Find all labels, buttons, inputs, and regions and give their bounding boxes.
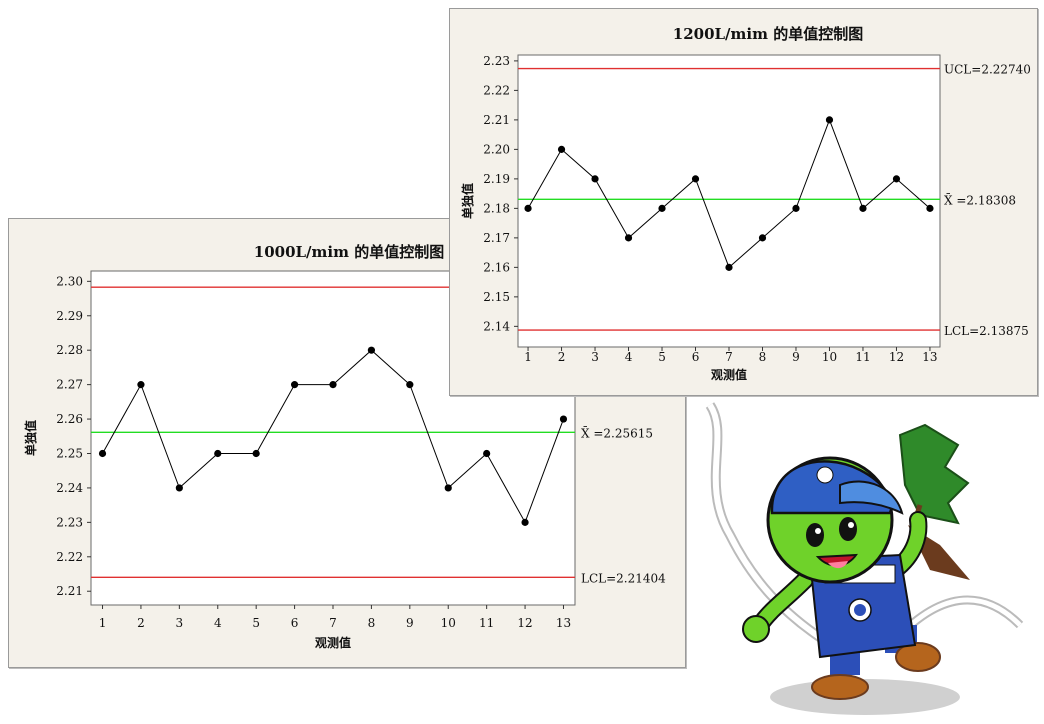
y-tick-label: 2.28: [56, 343, 83, 357]
data-point: [483, 449, 491, 458]
x-tick-label: 3: [176, 616, 184, 630]
control-chart-1200-svg: 1200L/mim 的单值控制图 2.14 2.15 2.16 2.17 2.18 2.19…: [460, 25, 1031, 382]
y-tick-label: 2.14: [483, 319, 510, 333]
data-point: [892, 175, 901, 183]
data-point: [758, 234, 767, 242]
data-point: [98, 449, 107, 458]
data-point: [926, 204, 934, 212]
control-chart-1200: 1200L/mim 的单值控制图 2.14 2.15 2.16 2.17 2.18 2.19…: [449, 8, 1038, 396]
data-point: [559, 415, 568, 423]
data-point: [524, 204, 532, 212]
y-tick-label: 2.16: [483, 260, 510, 274]
y-tick-label: 2.20: [483, 142, 510, 156]
data-point: [825, 116, 834, 124]
data-point: [624, 234, 633, 242]
x-tick-label: 8: [368, 616, 376, 630]
y-tick-label: 2.24: [56, 481, 83, 495]
x-tick-label: 10: [822, 350, 837, 364]
x-axis-label: 观测值: [711, 367, 747, 382]
x-tick-label: 3: [591, 350, 599, 364]
x-tick-label: 1: [99, 616, 107, 630]
x-tick-label: 9: [792, 350, 800, 364]
x-tick-label: 2: [137, 616, 145, 630]
y-tick-label: 2.22: [56, 550, 83, 564]
data-point: [406, 381, 414, 389]
y-tick-label: 2.30: [56, 274, 83, 288]
x-tick-label: 12: [517, 616, 532, 630]
x-tick-label: 10: [441, 616, 456, 630]
y-tick-label: 2.23: [483, 54, 510, 68]
x-tick-label: 6: [291, 616, 299, 630]
lcl-label: LCL=2.21404: [581, 571, 666, 585]
data-point: [444, 484, 452, 492]
x-tick-label: 4: [214, 616, 222, 630]
y-tick-label: 2.23: [56, 515, 83, 529]
x-tick-label: 2: [558, 350, 566, 364]
lcl-label: LCL=2.13875: [944, 324, 1029, 338]
chart-title: 1000L/mim 的单值控制图: [254, 243, 444, 261]
y-tick-label: 2.21: [56, 584, 83, 598]
x-tick-label: 13: [922, 350, 937, 364]
x-tick-label: 5: [658, 350, 666, 364]
data-point: [252, 449, 260, 458]
chart-title: 1200L/mim 的单值控制图: [673, 25, 863, 43]
data-point: [725, 263, 733, 271]
x-tick-label: 9: [406, 616, 414, 630]
center-label: X̄ =2.18308: [944, 192, 1016, 207]
y-tick-label: 2.27: [56, 378, 83, 392]
data-point: [367, 346, 376, 354]
data-point: [859, 204, 867, 212]
x-tick-label: 6: [692, 350, 700, 364]
plot-area: [517, 54, 941, 348]
data-point: [591, 175, 599, 183]
data-point: [691, 175, 700, 183]
data-point: [214, 449, 222, 458]
data-point: [521, 518, 529, 526]
data-point: [137, 381, 145, 389]
y-tick-label: 2.22: [483, 83, 510, 97]
data-point: [175, 484, 183, 492]
data-point: [658, 204, 666, 212]
x-tick-label: 4: [625, 350, 633, 364]
x-tick-label: 8: [759, 350, 767, 364]
x-tick-label: 7: [725, 350, 733, 364]
y-tick-label: 2.21: [483, 113, 510, 127]
x-tick-label: 12: [889, 350, 904, 364]
x-tick-label: 5: [252, 616, 260, 630]
y-tick-label: 2.15: [483, 290, 510, 304]
data-point: [792, 204, 800, 212]
x-axis-label: 观测值: [315, 635, 351, 650]
y-tick-label: 2.18: [483, 201, 510, 215]
y-tick-label: 2.26: [56, 412, 83, 426]
y-tick-label: 2.29: [56, 309, 83, 323]
y-tick-label: 2.17: [483, 231, 510, 245]
ucl-label: UCL=2.22740: [944, 63, 1031, 77]
center-label: X̄ =2.25615: [581, 425, 653, 440]
y-axis-label: 单独值: [460, 183, 475, 219]
y-axis-label: 单独值: [23, 420, 38, 456]
x-tick-label: 1: [524, 350, 532, 364]
y-tick-label: 2.25: [56, 446, 83, 460]
data-point: [290, 381, 299, 389]
y-tick-label: 2.19: [483, 172, 510, 186]
x-tick-label: 7: [329, 616, 337, 630]
data-point: [329, 381, 337, 389]
green-mascot-with-tree-icon: [705, 402, 1024, 715]
x-tick-label: 11: [855, 350, 870, 364]
x-tick-label: 11: [479, 616, 494, 630]
x-tick-label: 13: [556, 616, 571, 630]
data-point: [557, 145, 566, 153]
